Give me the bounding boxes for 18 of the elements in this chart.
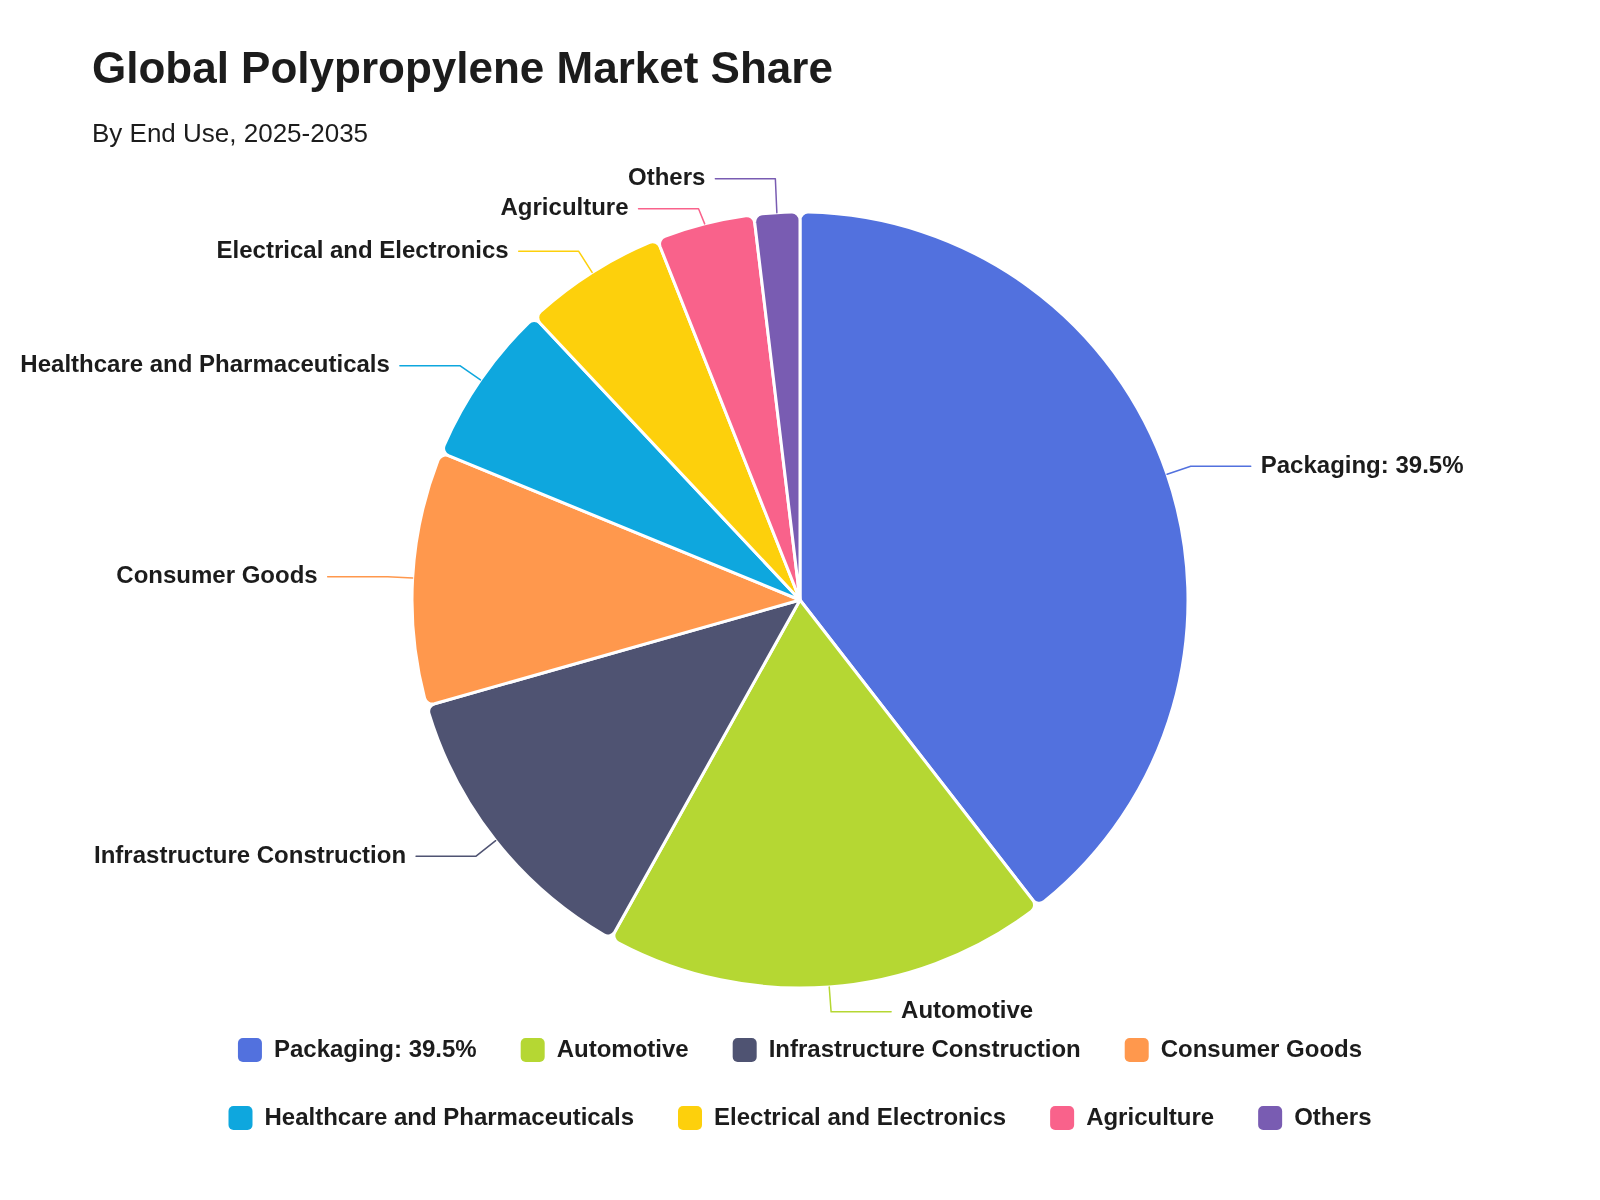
- legend-label: Others: [1294, 1102, 1372, 1130]
- slice-label: Packaging: 39.5%: [1260, 450, 1464, 478]
- legend-label: Automotive: [556, 1034, 689, 1062]
- slice-label: Electrical and Electronics: [216, 235, 509, 263]
- chart-subtitle: By End Use, 2025-2035: [92, 117, 369, 148]
- legend-label: Infrastructure Construction: [768, 1034, 1081, 1062]
- slice-label: Consumer Goods: [116, 561, 318, 589]
- legend-label: Packaging: 39.5%: [273, 1034, 477, 1062]
- legend-label: Agriculture: [1086, 1102, 1215, 1130]
- legend-label: Healthcare and Pharmaceuticals: [264, 1102, 635, 1130]
- chart-title: Global Polypropylene Market Share: [92, 42, 833, 92]
- slice-label: Automotive: [901, 996, 1034, 1024]
- slice-label: Healthcare and Pharmaceuticals: [20, 350, 390, 378]
- slice-label: Agriculture: [500, 193, 629, 221]
- legend-label: Electrical and Electronics: [714, 1102, 1007, 1130]
- legend-label: Consumer Goods: [1160, 1034, 1363, 1062]
- slice-label: Others: [628, 163, 706, 191]
- slice-label: Infrastructure Construction: [94, 840, 407, 868]
